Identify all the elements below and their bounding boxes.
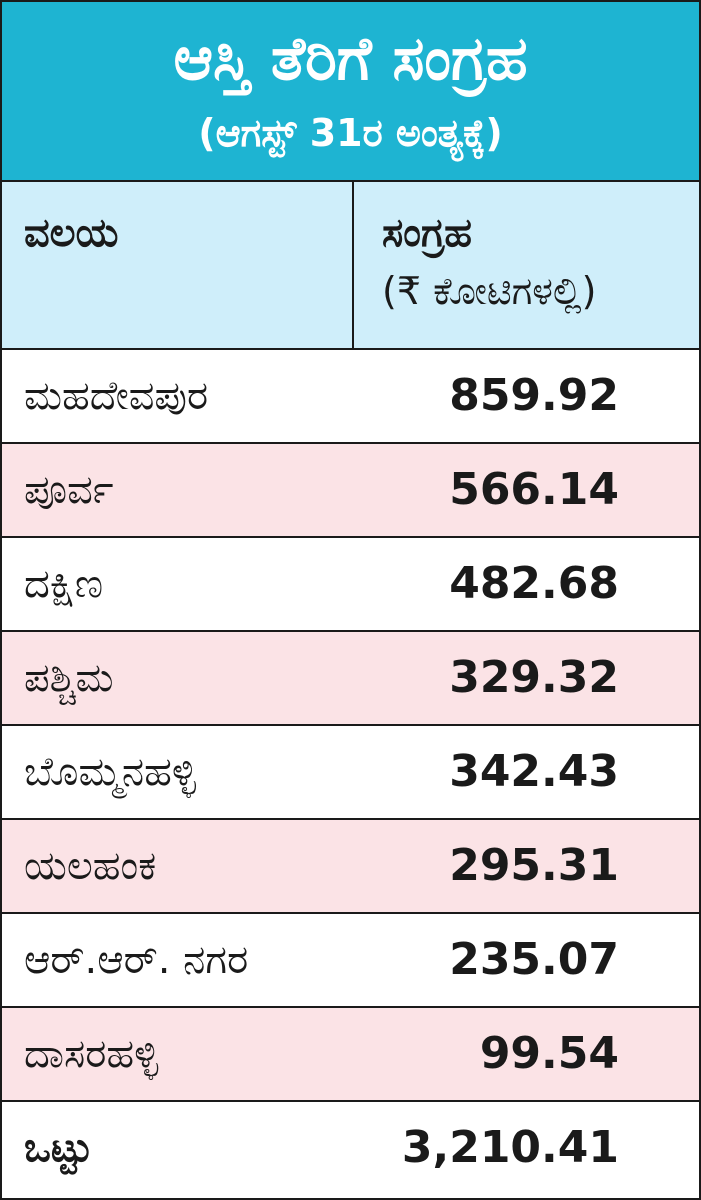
value-cell: 859.92 — [449, 370, 619, 421]
table-row: ಬೊಮ್ಮನಹಳ್ಳಿ 342.43 — [2, 726, 699, 820]
table-row: ಯಲಹಂಕ 295.31 — [2, 820, 699, 914]
table-row: ದಕ್ಷಿಣ 482.68 — [2, 538, 699, 632]
page-title: ಆಸ್ತಿ ತೆರಿಗೆ ಸಂಗ್ರಹ — [173, 24, 528, 94]
zone-cell: ಪಶ್ಚಿಮ — [24, 655, 114, 701]
table-header: ಆಸ್ತಿ ತೆರಿಗೆ ಸಂಗ್ರಹ (ಆಗಸ್ಟ್ 31ರ ಅಂತ್ಯಕ್ಕ… — [2, 2, 699, 182]
zone-cell: ಯಲಹಂಕ — [24, 843, 157, 889]
total-row: ಒಟ್ಟು 3,210.41 — [2, 1102, 699, 1194]
table-row: ದಾಸರಹಳ್ಳಿ 99.54 — [2, 1008, 699, 1102]
total-value: 3,210.41 — [401, 1122, 619, 1173]
page-subtitle: (ಆಗಸ್ಟ್ 31ರ ಅಂತ್ಯಕ್ಕೆ) — [198, 111, 503, 155]
value-cell: 482.68 — [449, 558, 619, 609]
collection-column-header: ಸಂಗ್ರಹ — [382, 210, 472, 256]
zone-cell: ಬೊಮ್ಮನಹಳ್ಳಿ — [24, 749, 197, 795]
zone-column-header: ವಲಯ — [24, 210, 119, 256]
zone-cell: ಪೂರ್ವ — [24, 467, 114, 513]
value-cell: 329.32 — [449, 652, 619, 703]
value-cell: 342.43 — [449, 746, 619, 797]
table-row: ಮಹದೇವಪುರ 859.92 — [2, 350, 699, 444]
zone-cell: ದಾಸರಹಳ್ಳಿ — [24, 1031, 159, 1077]
table-row: ಪಶ್ಚಿಮ 329.32 — [2, 632, 699, 726]
table-row: ಪೂರ್ವ 566.14 — [2, 444, 699, 538]
total-label: ಒಟ್ಟು — [24, 1125, 93, 1171]
value-cell: 235.07 — [449, 934, 619, 985]
column-header-row: ವಲಯ ಸಂಗ್ರಹ (₹ ಕೋಟಿಗಳಲ್ಲಿ) — [2, 182, 699, 350]
collection-unit-label: (₹ ಕೋಟಿಗಳಲ್ಲಿ) — [382, 269, 597, 313]
value-cell: 566.14 — [449, 464, 619, 515]
value-cell: 295.31 — [449, 840, 619, 891]
zone-cell: ಮಹದೇವಪುರ — [24, 373, 209, 419]
zone-cell: ಆರ್.ಆರ್. ನಗರ — [24, 937, 249, 983]
column-divider — [352, 182, 354, 350]
table-row: ಆರ್.ಆರ್. ನಗರ 235.07 — [2, 914, 699, 1008]
value-cell: 99.54 — [479, 1028, 619, 1079]
table-body: ಮಹದೇವಪುರ 859.92 ಪೂರ್ವ 566.14 ದಕ್ಷಿಣ 482.… — [2, 350, 699, 1194]
zone-cell: ದಕ್ಷಿಣ — [24, 561, 104, 607]
